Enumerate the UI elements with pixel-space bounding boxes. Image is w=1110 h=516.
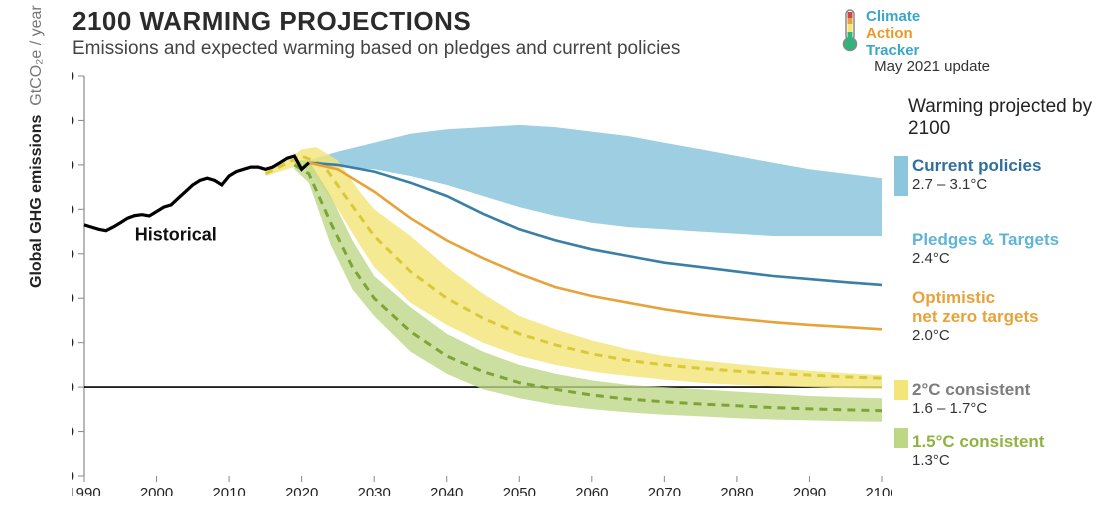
chart-container: { "title": "2100 WARMING PROJECTIONS", "… — [0, 0, 1110, 516]
logo-line2: Action — [866, 25, 920, 42]
svg-text:2060: 2060 — [575, 485, 608, 496]
logo-line3: Tracker — [866, 42, 920, 59]
svg-text:-10: -10 — [72, 424, 74, 441]
legend-15c: 1.5°C consistent 1.3°C — [912, 432, 1098, 469]
svg-text:2080: 2080 — [720, 485, 753, 496]
band-current-policies — [309, 125, 882, 236]
svg-text:30: 30 — [72, 246, 74, 263]
legend-pledges: Pledges & Targets 2.4°C — [912, 230, 1098, 267]
svg-text:2000: 2000 — [140, 485, 173, 496]
svg-text:2030: 2030 — [357, 485, 390, 496]
svg-text:0: 0 — [72, 379, 74, 396]
legend-title: Warming projected by 2100 — [908, 96, 1098, 140]
logo-line1: Climate — [866, 8, 920, 25]
swatch-current-policies — [894, 156, 908, 196]
legend-optimistic: Optimistic net zero targets 2.0°C — [912, 288, 1098, 344]
svg-text:2010: 2010 — [212, 485, 245, 496]
svg-text:50: 50 — [72, 157, 74, 174]
svg-text:40: 40 — [72, 201, 74, 218]
y-axis-label: Global GHG emissions GtCO₂e / year — [28, 5, 46, 288]
svg-text:2040: 2040 — [430, 485, 463, 496]
svg-text:2100: 2100 — [865, 485, 892, 496]
cat-logo: Climate Action Tracker — [840, 8, 990, 59]
svg-text:1990: 1990 — [72, 485, 101, 496]
svg-text:2050: 2050 — [503, 485, 536, 496]
svg-text:20: 20 — [72, 290, 74, 307]
swatch-2c — [894, 380, 908, 400]
legend-2c: 2°C consistent 1.6 – 1.7°C — [912, 380, 1098, 417]
svg-text:10: 10 — [72, 335, 74, 352]
swatch-15c — [894, 428, 908, 448]
svg-text:70: 70 — [72, 68, 74, 85]
legend-current-policies: Current policies 2.7 – 3.1°C — [912, 156, 1098, 193]
chart-subtitle: Emissions and expected warming based on … — [72, 38, 680, 60]
thermometer-icon — [840, 8, 860, 52]
svg-text:2020: 2020 — [285, 485, 318, 496]
line-historical — [84, 156, 309, 231]
chart-title: 2100 WARMING PROJECTIONS — [72, 6, 471, 37]
svg-text:2090: 2090 — [793, 485, 826, 496]
svg-text:-20: -20 — [72, 468, 74, 485]
svg-text:60: 60 — [72, 112, 74, 129]
emissions-chart: -20-100102030405060701990200020102020203… — [72, 66, 892, 496]
svg-text:2070: 2070 — [648, 485, 681, 496]
historical-label: Historical — [135, 224, 217, 244]
